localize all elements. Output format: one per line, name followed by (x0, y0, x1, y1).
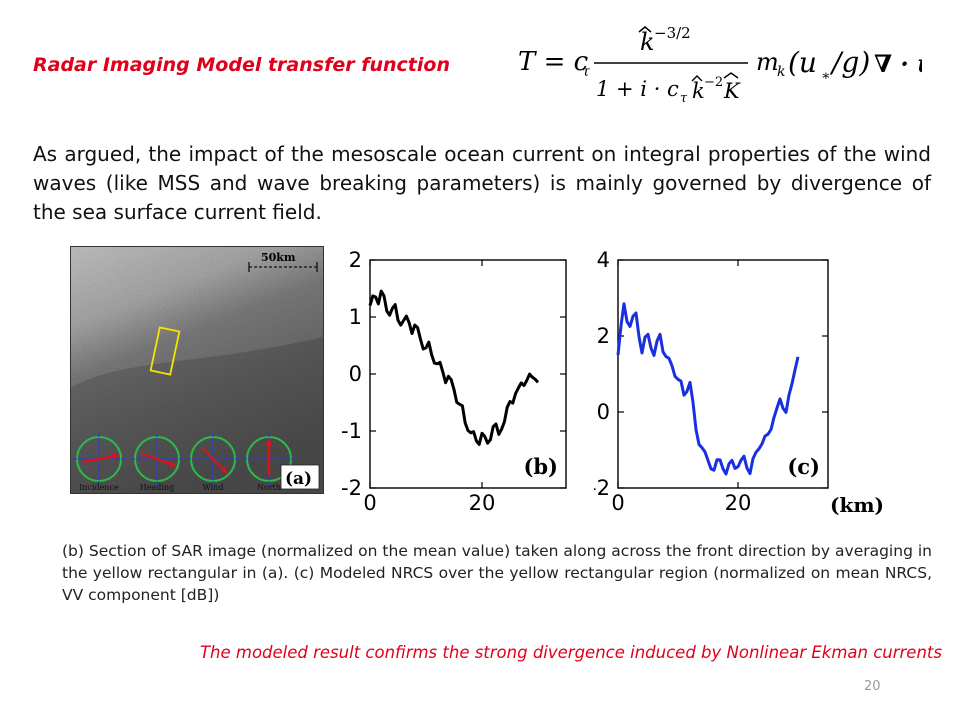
panel-a-label-box (280, 464, 320, 490)
transfer-function-formula: T = c τ k −3/2 1 + i · c τ k −2 K m k (u… (512, 18, 922, 110)
sar-texture (71, 247, 323, 493)
hat-mark (638, 26, 652, 33)
formula-den-a: 1 + i · c (596, 77, 679, 101)
compass-label: Wind (203, 483, 224, 492)
plot-svg: 210-1-20 20(b) (341, 248, 567, 515)
compass-arrowhead (112, 453, 119, 460)
formula-den-sub: τ (680, 91, 688, 106)
x-tick-label: 20 (469, 491, 496, 515)
y-tick-label: 1 (349, 305, 362, 329)
figure-caption: (b) Section of SAR image (normalized on … (62, 542, 932, 604)
formula-rhs-m-sub: k (777, 64, 785, 80)
compass-label: Heading (140, 483, 174, 492)
y-tick-label: -1 (341, 419, 362, 443)
series-line (368, 289, 540, 446)
compass-label: Incidence (79, 483, 119, 492)
x-axis-label: (km) (830, 493, 884, 516)
formula-den-k: k (692, 79, 705, 103)
formula-lhs-sub: τ (582, 64, 590, 80)
formula-num-base: k (640, 28, 655, 56)
x-tick-label: 20 (725, 491, 752, 515)
formula-rhs-m: m (756, 48, 779, 76)
panel-a-label: (a) (285, 469, 312, 489)
sar-front-shading (71, 337, 323, 493)
compass-arrowhead (168, 460, 176, 467)
hat-mark-den-K (723, 72, 739, 79)
conclusion-statement: The modeled result confirms the strong d… (199, 643, 942, 662)
compass-row: Incidence Heading Wind North (73, 433, 295, 492)
formula-rhs-star: ∗ (821, 68, 831, 84)
y-tick-label: -2 (594, 476, 610, 500)
panel-label: (b) (523, 454, 558, 479)
plot-frame (369, 259, 567, 489)
y-tick-label: 2 (349, 250, 362, 272)
y-tick-label: -2 (341, 476, 362, 500)
formula-rhs-g: /g) (829, 46, 870, 79)
plot-b: 2 1 0 -1 -2 0 20 (b) (330, 248, 576, 516)
y-tick-label: 2 (597, 324, 610, 348)
x-tick-label: 0 (363, 491, 376, 515)
compass-label: North (257, 483, 281, 492)
formula-rhs-paren: (u (788, 46, 817, 79)
y-tick-label: 0 (349, 362, 362, 386)
compass-arrowhead (220, 466, 228, 474)
formula-rhs-div: ∇ · u (874, 49, 922, 78)
x-tick-label: 0 (611, 491, 624, 515)
formula-num-exp: −3/2 (654, 24, 691, 42)
panel-label: (c) (787, 454, 820, 479)
intro-paragraph: As argued, the impact of the mesoscale o… (33, 142, 931, 224)
formula-lhs: T = c (518, 47, 589, 77)
slide-title: Radar Imaging Model transfer function (33, 54, 450, 76)
hat-mark-den-k (691, 75, 703, 82)
sar-image-panel-a: 50km Incidence Heading Wind North (a) (70, 246, 324, 494)
formula-den-exp: −2 (704, 75, 723, 90)
scale-bar-label: 50km (261, 251, 296, 264)
series-line (616, 302, 800, 476)
yellow-rectangle (149, 326, 181, 376)
y-tick-label: 0 (597, 400, 610, 424)
formula-den-K: K (723, 79, 741, 103)
compass-arrowhead (265, 439, 273, 446)
y-tick-label: 4 (597, 250, 610, 272)
page-number: 20 (864, 679, 881, 694)
